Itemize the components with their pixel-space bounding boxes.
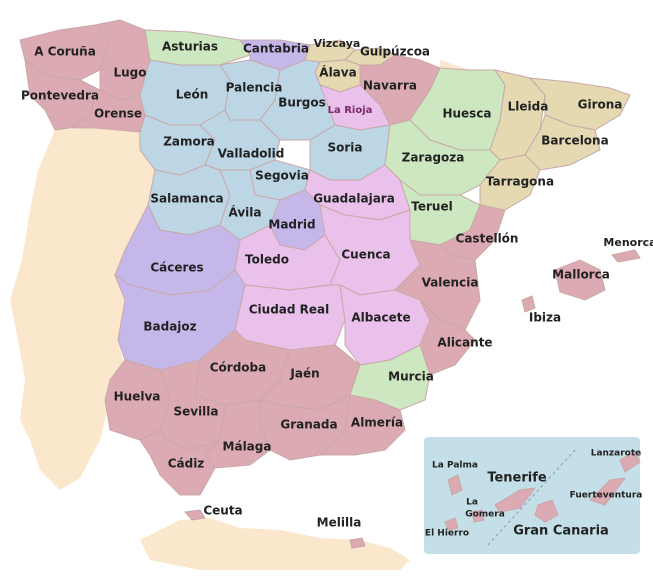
label-castellon: Castellón (456, 232, 519, 246)
label-a-coruna: A Coruña (34, 45, 96, 59)
label-menorca: Menorca (603, 236, 653, 249)
label-malaga: Málaga (223, 440, 272, 454)
label-badajoz: Badajoz (143, 320, 196, 334)
label-el-hierro: El Hierro (425, 529, 469, 539)
label-melilla: Melilla (317, 516, 362, 530)
island-shape-mallorca (554, 259, 606, 301)
province-labels: A Coruña Lugo Pontevedra Orense Asturias… (21, 37, 653, 530)
label-la-rioja: La Rioja (328, 105, 373, 116)
label-burgos: Burgos (278, 96, 326, 110)
province-shape-alicante (419, 299, 476, 376)
label-cadiz: Cádiz (168, 457, 205, 471)
island-shape-menorca (611, 249, 641, 263)
label-lugo: Lugo (113, 66, 146, 80)
label-guadalajara: Guadalajara (313, 192, 395, 206)
label-salamanca: Salamanca (150, 192, 223, 206)
island-shape-gran-canaria (534, 499, 559, 523)
label-ceuta: Ceuta (203, 504, 242, 518)
label-girona: Girona (578, 98, 623, 112)
label-ciudad-real: Ciudad Real (249, 303, 330, 317)
label-madrid: Madrid (268, 218, 315, 232)
label-jaen: Jaén (289, 367, 319, 381)
island-shape-lanzarote (619, 451, 641, 473)
province-shape-melilla (349, 537, 366, 549)
label-la-gomera-2: Gomera (465, 510, 505, 520)
provinces (19, 19, 631, 549)
label-pontevedra: Pontevedra (21, 89, 99, 103)
label-alava: Álava (319, 65, 356, 80)
label-gran-canaria: Gran Canaria (513, 524, 609, 539)
label-guipuzcoa: Guipúzcoa (360, 45, 430, 59)
label-murcia: Murcia (388, 370, 434, 384)
province-shape-tarragona (479, 154, 541, 211)
label-albacete: Albacete (351, 311, 410, 325)
province-shape-girona (528, 77, 631, 131)
label-zaragoza: Zaragoza (402, 151, 465, 165)
label-almeria: Almería (351, 416, 403, 430)
label-zamora: Zamora (163, 135, 215, 149)
label-segovia: Segovia (255, 169, 309, 183)
label-tenerife: Tenerife (487, 471, 547, 486)
portugal-land (10, 128, 160, 490)
province-shape-almeria (318, 394, 406, 456)
label-la-gomera-1: La (466, 498, 478, 508)
label-orense: Orense (94, 107, 142, 121)
label-soria: Soria (327, 141, 362, 155)
label-cuenca: Cuenca (341, 248, 390, 262)
label-lanzarote: Lanzarote (591, 449, 642, 459)
label-caceres: Cáceres (150, 261, 203, 275)
province-shape-cadiz (139, 429, 221, 496)
label-leon: León (176, 88, 209, 102)
label-cantabria: Cantabria (243, 42, 309, 56)
label-asturias: Asturias (162, 40, 218, 54)
label-tarragona: Tarragona (486, 175, 554, 189)
balearic-islands (521, 249, 641, 313)
label-teruel: Teruel (411, 200, 452, 214)
label-mallorca: Mallorca (552, 268, 610, 282)
label-sevilla: Sevilla (173, 405, 218, 419)
label-valencia: Valencia (422, 276, 479, 290)
label-palencia: Palencia (226, 81, 283, 95)
label-barcelona: Barcelona (541, 134, 608, 148)
label-cordoba: Córdoba (210, 361, 267, 375)
island-shape-la-palma (447, 474, 463, 496)
label-lleida: Lleida (508, 100, 549, 114)
label-fuerteventura: Fuerteventura (570, 491, 643, 501)
label-huesca: Huesca (442, 107, 491, 121)
label-huelva: Huelva (114, 390, 161, 404)
canary-islands-box (424, 437, 640, 554)
canary-inset (424, 437, 641, 554)
island-shape-la-gomera (471, 509, 485, 523)
province-shape-ciudad-real (234, 284, 346, 351)
label-toledo: Toledo (245, 253, 289, 267)
island-shape-tenerife (494, 487, 537, 513)
island-shape-ibiza (521, 295, 536, 313)
morocco-land (140, 518, 410, 570)
island-shape-fuerteventura (589, 477, 627, 506)
label-avila: Ávila (228, 205, 261, 220)
province-shape-ceuta (184, 509, 206, 521)
label-alicante: Alicante (437, 336, 492, 350)
label-la-palma: La Palma (432, 461, 478, 471)
label-valladolid: Valladolid (218, 147, 285, 161)
label-ibiza: Ibiza (529, 311, 561, 325)
label-granada: Granada (280, 418, 337, 432)
canary-labels: Lanzarote La Palma Tenerife Fuerteventur… (425, 449, 642, 539)
label-vizcaya: Vizcaya (314, 37, 361, 50)
island-shape-el-hierro (444, 517, 459, 531)
province-shape-barcelona (524, 114, 601, 171)
label-navarra: Navarra (363, 79, 417, 93)
